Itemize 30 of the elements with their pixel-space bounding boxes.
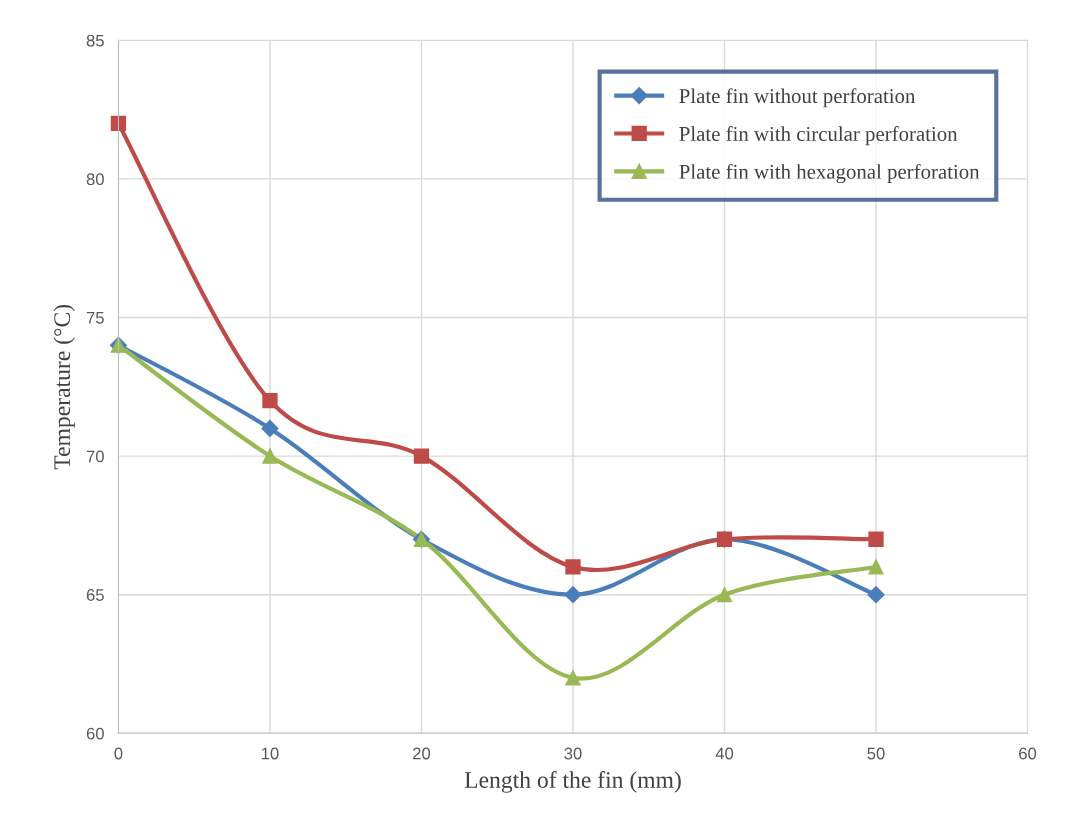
x-tick-label: 10 — [261, 747, 279, 760]
x-tick-label: 30 — [564, 747, 582, 760]
y-tick-label: 70 — [86, 450, 104, 463]
point — [261, 419, 279, 437]
legend-label: Plate fin with circular perforation — [679, 126, 958, 146]
point — [262, 448, 278, 464]
x-axis-title: Length of the fin (mm) — [464, 771, 681, 793]
y-tick-label: 60 — [86, 727, 104, 740]
point — [716, 587, 733, 603]
point — [867, 586, 885, 604]
point — [413, 448, 430, 464]
x-tick-label: 60 — [1019, 747, 1037, 760]
point — [262, 393, 278, 409]
y-tick-label: 75 — [86, 312, 104, 324]
x-tick-label: 40 — [715, 747, 734, 760]
y-tick-label: 85 — [86, 34, 104, 47]
x-tick-label: 20 — [413, 747, 431, 760]
point — [868, 531, 884, 547]
y-tick-label: 80 — [86, 173, 104, 186]
point — [565, 559, 581, 575]
legend-label: Plate fin with hexagonal perforation — [679, 163, 980, 184]
point — [868, 559, 884, 575]
y-axis-title: Temperature (°C) — [53, 304, 75, 470]
legend-label: Plate fin without perforation — [679, 88, 916, 108]
x-tick-label: 50 — [867, 747, 885, 760]
x-tick-label: 0 — [114, 747, 123, 760]
point — [110, 115, 127, 132]
point — [565, 670, 581, 686]
y-tick-label: 65 — [86, 589, 104, 601]
point — [564, 586, 582, 604]
